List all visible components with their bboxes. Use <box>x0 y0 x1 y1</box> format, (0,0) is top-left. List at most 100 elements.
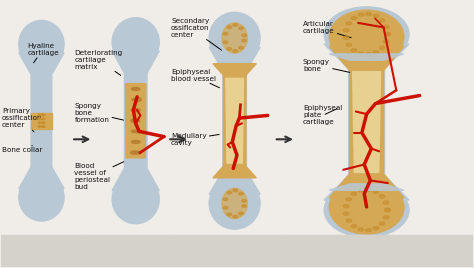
Polygon shape <box>329 54 404 60</box>
Circle shape <box>223 206 228 209</box>
Circle shape <box>227 47 232 50</box>
Circle shape <box>42 122 45 124</box>
Circle shape <box>385 209 390 211</box>
Polygon shape <box>226 78 244 163</box>
Circle shape <box>238 27 243 29</box>
Text: Medullary
cavity: Medullary cavity <box>171 133 219 146</box>
Circle shape <box>365 12 371 16</box>
Circle shape <box>365 188 371 191</box>
Circle shape <box>134 88 137 90</box>
Circle shape <box>242 200 246 202</box>
Circle shape <box>134 120 137 122</box>
Circle shape <box>373 190 379 193</box>
Ellipse shape <box>112 18 159 66</box>
Ellipse shape <box>19 174 64 221</box>
Circle shape <box>137 152 140 154</box>
Circle shape <box>343 205 349 208</box>
Circle shape <box>227 191 232 194</box>
Circle shape <box>373 14 379 18</box>
Polygon shape <box>1 235 82 267</box>
Circle shape <box>223 32 228 35</box>
Polygon shape <box>213 64 256 178</box>
Polygon shape <box>82 235 171 267</box>
Circle shape <box>383 40 389 43</box>
Circle shape <box>38 114 41 116</box>
Circle shape <box>373 226 379 230</box>
Circle shape <box>346 198 352 201</box>
Circle shape <box>343 29 349 32</box>
Circle shape <box>133 130 138 133</box>
Circle shape <box>136 98 141 101</box>
Text: Epiphyseal
blood vessel: Epiphyseal blood vessel <box>171 69 219 88</box>
Circle shape <box>223 41 228 43</box>
Polygon shape <box>19 53 64 189</box>
Ellipse shape <box>324 7 409 61</box>
Circle shape <box>223 198 228 201</box>
Circle shape <box>351 49 357 52</box>
Circle shape <box>132 152 135 154</box>
Circle shape <box>42 114 45 116</box>
Circle shape <box>351 225 357 228</box>
Circle shape <box>131 141 135 143</box>
Ellipse shape <box>324 183 409 237</box>
Polygon shape <box>353 72 381 172</box>
Circle shape <box>130 108 137 112</box>
Circle shape <box>130 87 137 91</box>
Circle shape <box>373 51 379 54</box>
Circle shape <box>238 47 243 49</box>
Circle shape <box>358 13 364 16</box>
Circle shape <box>351 16 357 20</box>
Polygon shape <box>284 235 473 267</box>
Circle shape <box>383 216 389 219</box>
Circle shape <box>351 192 357 195</box>
Text: Epiphyseal
plate
cartilage: Epiphyseal plate cartilage <box>303 105 342 125</box>
Ellipse shape <box>329 10 404 63</box>
Polygon shape <box>126 84 146 158</box>
Circle shape <box>383 201 389 204</box>
Circle shape <box>130 119 137 122</box>
Circle shape <box>379 195 385 198</box>
Circle shape <box>137 88 140 90</box>
Text: Spongy
bone
formation: Spongy bone formation <box>74 103 124 123</box>
Circle shape <box>238 212 243 215</box>
Ellipse shape <box>19 20 64 68</box>
Circle shape <box>233 24 237 26</box>
Text: Spongy
bone: Spongy bone <box>303 58 350 72</box>
Circle shape <box>358 52 364 55</box>
Circle shape <box>358 189 364 192</box>
Ellipse shape <box>222 188 247 219</box>
Ellipse shape <box>112 175 159 224</box>
Polygon shape <box>171 235 284 267</box>
Circle shape <box>134 99 137 100</box>
Circle shape <box>233 50 237 52</box>
Circle shape <box>346 22 352 25</box>
Circle shape <box>242 39 246 42</box>
Circle shape <box>238 192 243 195</box>
Circle shape <box>379 19 385 22</box>
Circle shape <box>242 205 246 207</box>
Circle shape <box>137 141 140 143</box>
Circle shape <box>131 130 135 132</box>
Circle shape <box>385 32 390 36</box>
Polygon shape <box>30 113 52 129</box>
Circle shape <box>383 25 389 28</box>
Circle shape <box>137 109 140 111</box>
Circle shape <box>365 53 371 56</box>
Text: Secondary
ossificaton
center: Secondary ossificaton center <box>171 18 221 50</box>
Circle shape <box>227 26 232 28</box>
Circle shape <box>385 209 390 211</box>
Text: Deteriorating
cartilage
matrix: Deteriorating cartilage matrix <box>74 50 123 75</box>
Circle shape <box>136 130 140 133</box>
Circle shape <box>385 32 390 36</box>
Circle shape <box>133 109 138 112</box>
Circle shape <box>42 118 45 120</box>
Circle shape <box>38 118 41 120</box>
Circle shape <box>343 212 349 215</box>
Circle shape <box>346 219 352 222</box>
Circle shape <box>227 213 232 216</box>
Polygon shape <box>112 51 159 191</box>
Circle shape <box>130 98 137 101</box>
Circle shape <box>233 189 237 192</box>
Ellipse shape <box>222 23 247 53</box>
Circle shape <box>346 43 352 46</box>
